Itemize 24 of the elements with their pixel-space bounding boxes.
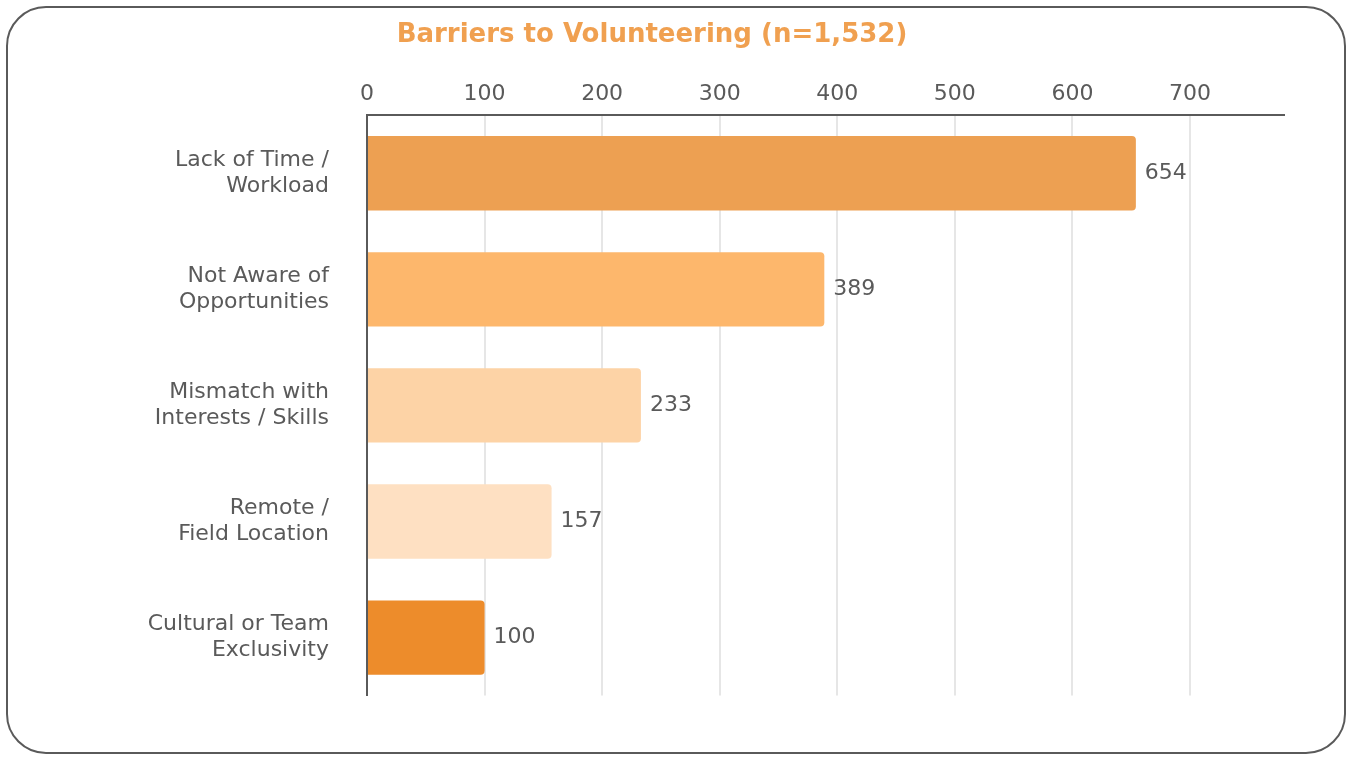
x-tick-label: 200 <box>581 79 624 105</box>
y-tick-label: Remote / Field Location <box>178 494 330 546</box>
y-tick-label: Mismatch with Interests / Skills <box>154 377 329 430</box>
data-label: 100 <box>493 623 536 649</box>
bar <box>368 368 641 443</box>
x-tick-label: 300 <box>698 79 741 105</box>
x-tick-label: 500 <box>933 79 976 105</box>
bar <box>368 136 1136 211</box>
data-label: 389 <box>833 275 876 301</box>
x-tick-label: 0 <box>360 79 374 105</box>
y-tick-label: Lack of Time / Workload <box>174 145 330 198</box>
data-label: 654 <box>1144 158 1187 184</box>
x-tick-label: 600 <box>1051 79 1094 105</box>
chart-title: Barriers to Volunteering (n=1,532) <box>396 18 908 49</box>
y-tick-label: Not Aware of Opportunities <box>178 261 331 314</box>
y-tick-label: Cultural or Team Exclusivity <box>147 610 329 662</box>
x-tick-label: 400 <box>816 79 859 105</box>
x-tick-label: 700 <box>1168 79 1211 105</box>
data-label: 233 <box>649 391 692 417</box>
bar <box>368 484 552 559</box>
bar <box>368 252 825 327</box>
bar <box>368 600 485 675</box>
x-tick-label: 100 <box>463 79 506 105</box>
data-label: 157 <box>560 507 603 533</box>
